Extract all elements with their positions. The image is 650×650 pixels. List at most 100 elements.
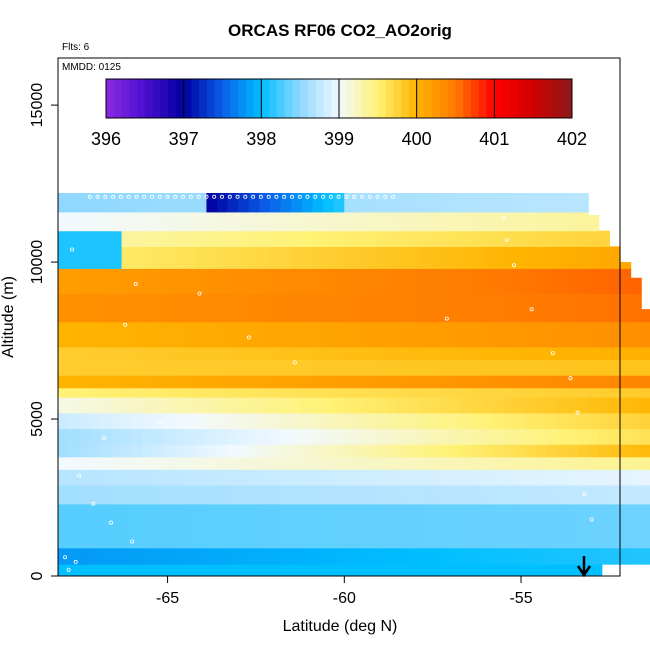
heatmap-cell: [450, 428, 462, 445]
heatmap-cell: [630, 444, 642, 458]
heatmap-cell: [630, 387, 642, 398]
heatmap-cell: [418, 469, 430, 486]
heatmap-cell: [142, 268, 155, 295]
colorbar-segment: [129, 79, 138, 118]
heatmap-cell: [323, 346, 335, 360]
heatmap-cell: [174, 444, 186, 458]
heatmap-cell: [471, 503, 483, 549]
colorbar-segment: [416, 79, 425, 118]
heatmap-cell: [386, 346, 398, 360]
heatmap-cell: [227, 346, 239, 360]
heatmap-cell: [185, 192, 197, 213]
heatmap-cell: [418, 456, 430, 470]
heatmap-cell: [153, 359, 165, 376]
heatmap-cell: [429, 246, 441, 269]
heatmap-cell: [492, 375, 504, 389]
heatmap-cell: [174, 375, 186, 389]
heatmap-cell: [556, 387, 568, 398]
heatmap-cell: [58, 456, 70, 470]
heatmap-cell: [577, 346, 589, 360]
heatmap-cell: [68, 444, 80, 458]
heatmap-cell: [492, 359, 504, 376]
heatmap-cell: [323, 456, 335, 470]
heatmap-cell: [259, 444, 271, 458]
heatmap-cell: [68, 346, 80, 360]
heatmap-cell: [460, 412, 473, 430]
heatmap-cell: [460, 428, 473, 445]
heatmap-cell: [545, 444, 557, 458]
heatmap-cell: [206, 444, 218, 458]
heatmap-cell: [301, 444, 314, 458]
heatmap-cell: [397, 412, 409, 430]
heatmap-cell: [598, 428, 610, 445]
heatmap-cell: [609, 412, 621, 430]
heatmap-cell: [111, 397, 123, 414]
heatmap-cell: [174, 484, 186, 505]
heatmap-cell: [407, 444, 420, 458]
heatmap-cell: [270, 387, 282, 398]
heatmap-cell: [598, 387, 610, 398]
heatmap-cell: [439, 503, 451, 549]
heatmap-cell: [89, 211, 102, 232]
heatmap-cell: [492, 547, 504, 565]
heatmap-cell: [132, 359, 144, 376]
heatmap-cell: [588, 412, 600, 430]
colorbar-tick-label: 402: [557, 129, 587, 149]
heatmap-cell: [482, 397, 494, 414]
track-point: [103, 194, 108, 199]
heatmap-cell: [429, 469, 441, 486]
heatmap-cell: [195, 268, 208, 295]
heatmap-cell: [354, 359, 367, 376]
heatmap-cell: [641, 456, 650, 470]
colorbar-segment: [261, 79, 270, 118]
heatmap-cell: [503, 469, 515, 486]
heatmap-cell: [545, 268, 557, 295]
heatmap-cell: [132, 268, 144, 295]
colorbar-segment: [284, 79, 293, 118]
colorbar-segment: [276, 79, 286, 118]
heatmap-cell: [450, 469, 462, 486]
heatmap-cell: [609, 503, 621, 549]
heatmap-cell: [439, 246, 451, 269]
heatmap-cell: [641, 397, 650, 414]
x-axis-label: Latitude (deg N): [283, 618, 398, 635]
heatmap-cell: [407, 359, 420, 376]
colorbar-segment: [307, 79, 317, 118]
heatmap-cell: [450, 192, 462, 213]
heatmap-cell: [524, 484, 536, 505]
heatmap-cell: [227, 484, 239, 505]
heatmap-cell: [248, 547, 261, 565]
heatmap-cell: [333, 469, 345, 486]
colorbar-segment: [315, 79, 324, 118]
heatmap-cell: [620, 412, 632, 430]
heatmap-cell: [227, 246, 239, 269]
heatmap-cell: [376, 375, 388, 389]
heatmap-cell: [68, 503, 80, 549]
heatmap-cell: [259, 397, 271, 414]
heatmap-cell: [482, 375, 494, 389]
heatmap-cell: [79, 397, 91, 414]
heatmap-cell: [429, 412, 441, 430]
track-point: [375, 194, 380, 199]
track-point: [73, 559, 78, 564]
heatmap-cell: [185, 456, 197, 470]
heatmap-cell: [206, 412, 218, 430]
heatmap-cell: [556, 211, 568, 232]
heatmap-cell: [471, 428, 483, 445]
heatmap-cell: [513, 246, 526, 269]
heatmap-cell: [111, 444, 123, 458]
heatmap-cell: [312, 503, 324, 549]
colorbar-segment: [533, 79, 542, 118]
heatmap-cell: [153, 192, 165, 213]
heatmap-cell: [556, 346, 568, 360]
heatmap-cell: [641, 375, 650, 389]
heatmap-cell: [153, 547, 165, 565]
heatmap-cell: [89, 293, 102, 323]
heatmap-cell: [450, 230, 462, 247]
track-point: [589, 517, 594, 522]
track-point: [504, 238, 509, 243]
heatmap-cell: [132, 397, 144, 414]
heatmap-cell: [429, 444, 441, 458]
heatmap-cell: [111, 230, 123, 247]
heatmap-cell: [609, 469, 621, 486]
